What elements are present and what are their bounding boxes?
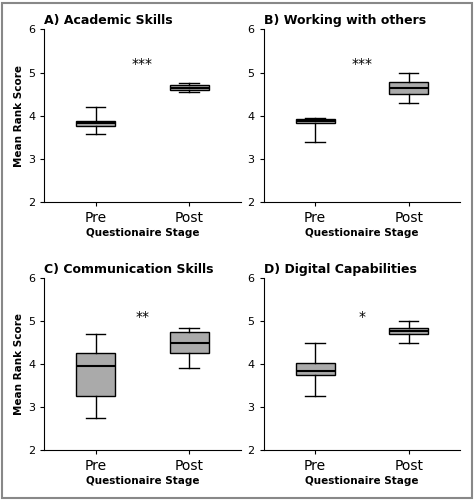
X-axis label: Questionaire Stage: Questionaire Stage — [305, 476, 419, 486]
Bar — [170, 86, 209, 89]
Y-axis label: Mean Rank Score: Mean Rank Score — [14, 313, 24, 415]
Text: *: * — [358, 310, 365, 324]
Bar — [389, 328, 428, 334]
Bar — [295, 364, 335, 375]
Text: A) Academic Skills: A) Academic Skills — [44, 14, 173, 27]
X-axis label: Questionaire Stage: Questionaire Stage — [305, 228, 419, 237]
Bar — [295, 119, 335, 123]
Y-axis label: Mean Rank Score: Mean Rank Score — [14, 64, 24, 166]
Bar — [170, 332, 209, 353]
X-axis label: Questionaire Stage: Questionaire Stage — [86, 476, 199, 486]
Text: ***: *** — [351, 57, 373, 71]
Text: ***: *** — [132, 57, 153, 71]
Text: C) Communication Skills: C) Communication Skills — [44, 262, 214, 276]
Text: **: ** — [136, 310, 149, 324]
Bar — [76, 120, 115, 126]
Text: B) Working with others: B) Working with others — [264, 14, 426, 27]
X-axis label: Questionaire Stage: Questionaire Stage — [86, 228, 199, 237]
Bar — [76, 354, 115, 397]
Text: D) Digital Capabilities: D) Digital Capabilities — [264, 262, 417, 276]
Bar — [389, 82, 428, 94]
